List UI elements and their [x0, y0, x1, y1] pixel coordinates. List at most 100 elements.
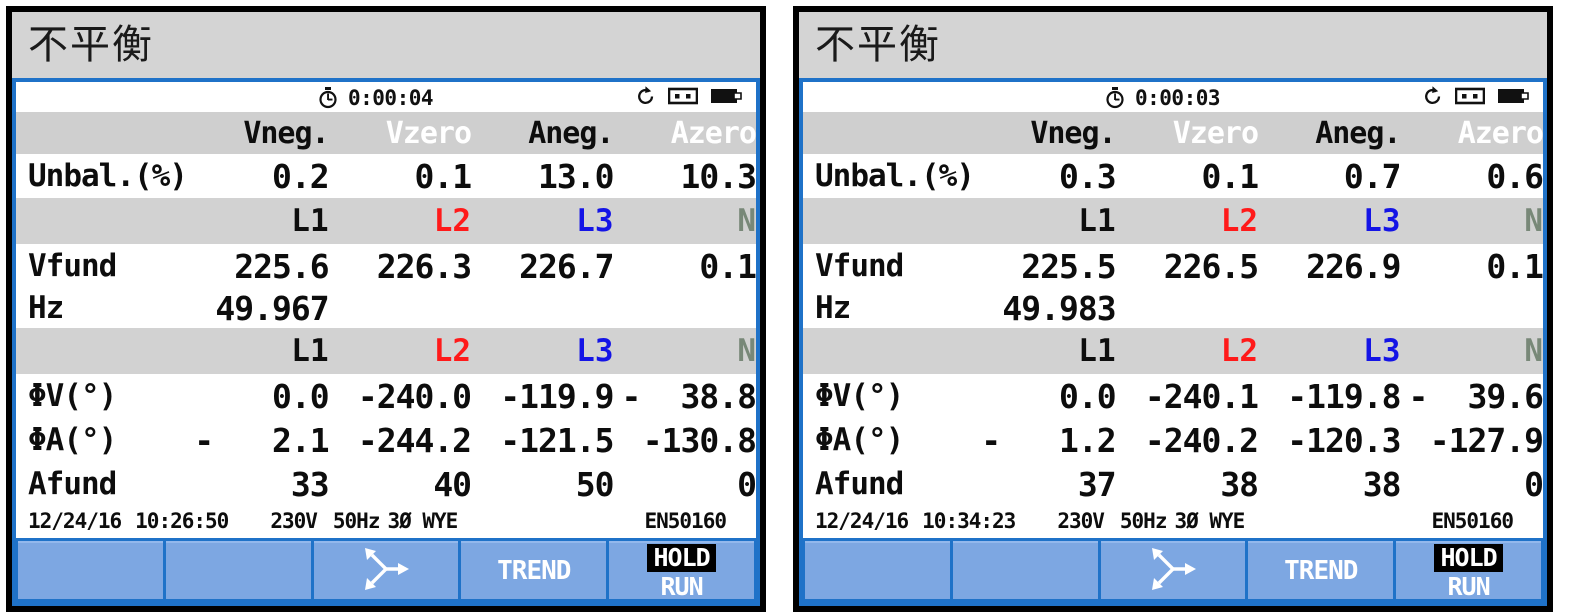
- unbal-percent-row-value: 0.1: [414, 156, 472, 196]
- hold-label: HOLD: [647, 543, 716, 572]
- unbalance-header-row: Vneg. Vzero Aneg. Azero: [803, 112, 1544, 154]
- run-label: RUN: [1447, 571, 1491, 601]
- vfund-row: Vfund 225.6 226.3 226.7 0.1: [16, 244, 757, 288]
- refresh-icon: [636, 85, 656, 111]
- phase-current-angle-row-label: ΦA(°): [815, 422, 904, 458]
- phase-header-l2: L2: [328, 328, 472, 374]
- afund-row-value: 50: [575, 464, 615, 504]
- afund-row-value: 38: [1362, 464, 1402, 504]
- lcd-screen: 0:00:04 Vneg. Vzero Aneg. Azero Unbal.(%) 0.2 0…: [12, 78, 760, 606]
- hz-row-label: Hz: [815, 290, 851, 326]
- info-nominal-frequency: 50Hz: [1119, 509, 1168, 533]
- stopwatch-icon: [1105, 87, 1125, 109]
- value-text: 1.2: [1059, 420, 1117, 460]
- run-label: RUN: [660, 571, 704, 601]
- lcd-screen: 0:00:03 Vneg. Vzero Aneg. Azero Unbal.(%) 0.3 0…: [799, 78, 1547, 606]
- vfund-row-value: 226.7: [519, 246, 614, 286]
- phase-header-row: L1 L2 L3 N: [803, 198, 1543, 244]
- phase-voltage-angle-row-value: -39.6: [1401, 374, 1545, 418]
- column-header-aneg: Aneg.: [471, 112, 615, 154]
- phase-label-cell: [803, 198, 974, 244]
- phase-voltage-angle-row-label: ΦV(°): [28, 378, 117, 414]
- phase-current-angle-row-value: -240.2: [1116, 418, 1259, 462]
- phase-header-l1: L1: [973, 198, 1116, 244]
- value-text: 2.1: [272, 420, 330, 460]
- phase-header-l3: L3: [471, 198, 614, 244]
- vfund-row-label: Vfund: [815, 248, 904, 284]
- phase-voltage-angle-row: ΦV(°) 0.0 -240.0 -119.9-38.8: [16, 374, 757, 418]
- unbalance-header-row: Vneg. Vzero Aneg. Azero: [16, 112, 757, 154]
- hz-row-value: 49.983: [1002, 288, 1116, 328]
- battery-icon: [1497, 86, 1531, 110]
- unbal-percent-row: Unbal.(%) 0.3 0.1 0.7 0.6: [803, 154, 1544, 198]
- value-text: -119.9: [500, 376, 614, 416]
- unbalance-data-table: Vneg. Vzero Aneg. Azero Unbal.(%) 0.2 0.1 13.0 1…: [16, 112, 757, 506]
- softkey-2[interactable]: [952, 541, 1098, 599]
- value-text: 38.8: [680, 376, 757, 416]
- phase-header-l2: L2: [1115, 328, 1259, 374]
- elapsed-timer: 0:00:04: [348, 86, 434, 110]
- column-header-aneg: Aneg.: [1258, 112, 1402, 154]
- column-header-azero: Azero: [613, 112, 757, 154]
- phase-header-n: N: [613, 198, 756, 244]
- phase-header-l1: L1: [186, 198, 329, 244]
- softkey-1[interactable]: [18, 541, 163, 599]
- phase-header-row: L1 L2 L3 N: [16, 328, 756, 374]
- value-text: -120.3: [1287, 420, 1401, 460]
- phase-current-angle-row-label: ΦA(°): [28, 422, 117, 458]
- vfund-row-label: Vfund: [28, 248, 117, 284]
- softkey-hold-run[interactable]: HOLD RUN: [1396, 541, 1541, 599]
- phase-current-angle-row-value: - 2.1: [186, 418, 330, 462]
- phase-voltage-angle-row-label: ΦV(°): [815, 378, 904, 414]
- phase-current-angle-row-value: -244.2: [329, 418, 472, 462]
- value-text: -240.1: [1144, 376, 1259, 416]
- vfund-row-value: 226.3: [376, 246, 472, 286]
- afund-row-value: 37: [1077, 464, 1117, 504]
- unbal-percent-row-value: 0.2: [272, 156, 330, 196]
- battery-icon: [710, 86, 744, 110]
- unbal-percent-row-label: Unbal.(%): [815, 158, 975, 194]
- soft-key-bar: TREND HOLD RUN: [803, 538, 1543, 602]
- unbal-percent-row-label: Unbal.(%): [28, 158, 188, 194]
- phase-voltage-angle-row: ΦV(°) 0.0 -240.1 -119.8-39.6: [803, 374, 1545, 418]
- soft-key-bar: TREND HOLD RUN: [16, 538, 756, 602]
- unbal-percent-row-value: 0.3: [1059, 156, 1117, 196]
- afund-row-label: Afund: [815, 466, 904, 502]
- page-title: 不平衡: [28, 22, 154, 68]
- phase-label-cell: [16, 328, 187, 374]
- info-time: 10:26:50: [135, 509, 229, 533]
- afund-row: Afund 33 40 50 0: [16, 462, 757, 506]
- info-nominal-voltage: 230V: [1057, 509, 1105, 533]
- elapsed-timer: 0:00:03: [1135, 86, 1221, 110]
- softkey-label: TREND: [497, 556, 571, 586]
- hz-row-value: [471, 288, 613, 328]
- softkey-trend[interactable]: TREND: [1248, 541, 1394, 599]
- column-header-azero: Azero: [1400, 112, 1544, 154]
- softkey-trend[interactable]: TREND: [461, 541, 607, 599]
- softkey-1[interactable]: [805, 541, 950, 599]
- hz-row-value: 49.967: [215, 288, 329, 328]
- phase-header-row: L1 L2 L3 N: [803, 328, 1543, 374]
- phase-header-l2: L2: [328, 198, 472, 244]
- afund-row-value: 0: [737, 464, 757, 504]
- info-date: 12/24/16: [28, 509, 122, 533]
- page-title: 不平衡: [815, 22, 941, 68]
- hz-row-value: [329, 288, 471, 328]
- afund-row-value: 40: [433, 464, 472, 504]
- vfund-row: Vfund 225.5 226.5 226.9 0.1: [803, 244, 1544, 288]
- softkey-2[interactable]: [165, 541, 311, 599]
- status-strip: 0:00:03: [803, 82, 1543, 112]
- phasor-diagram-icon: [1146, 544, 1200, 598]
- softkey-phasor[interactable]: [1100, 541, 1246, 599]
- softkey-phasor[interactable]: [313, 541, 459, 599]
- phase-header-n: N: [1400, 198, 1543, 244]
- info-standard: EN50160: [644, 509, 727, 533]
- phase-voltage-angle-row-value: -119.9: [471, 374, 614, 418]
- value-text: -240.2: [1144, 420, 1259, 460]
- minus-sign: -: [1408, 376, 1429, 416]
- unbal-percent-row-value: 0.7: [1343, 156, 1402, 196]
- phase-current-angle-row: ΦA(°) - 2.1 -244.2 -121.5 -130.8: [16, 418, 757, 462]
- phase-voltage-angle-row-value: 0.0: [973, 374, 1117, 418]
- softkey-hold-run[interactable]: HOLD RUN: [609, 541, 754, 599]
- memory-card-icon: [667, 86, 699, 110]
